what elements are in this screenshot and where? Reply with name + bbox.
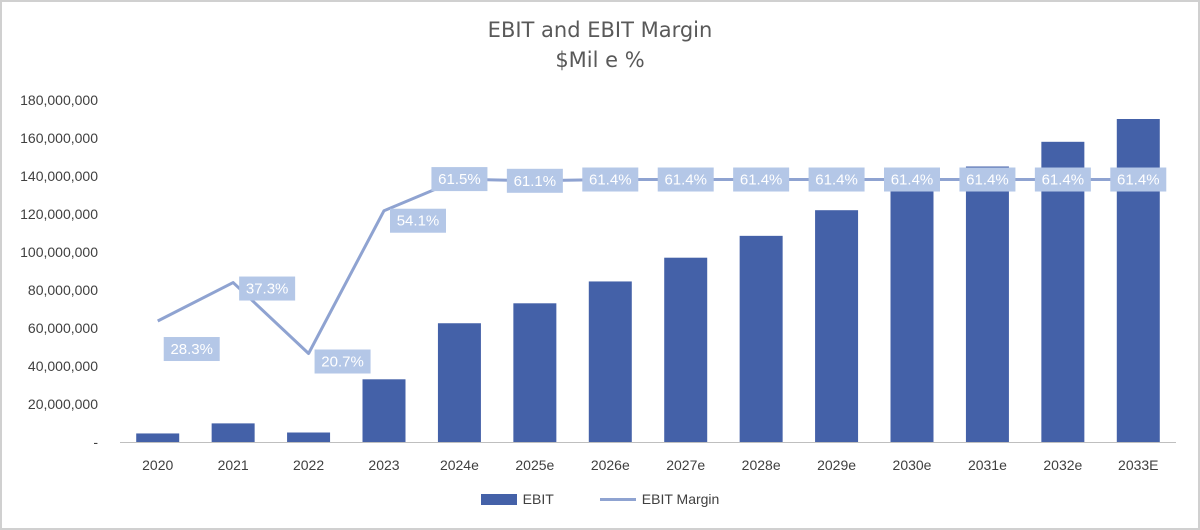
y-tick-label: 140,000,000 [20,168,98,184]
margin-label-box [733,167,790,192]
x-tick-label: 2020 [142,457,173,473]
legend-item-ebit-margin: EBIT Margin [599,491,720,507]
margin-data-label: 61.4% [664,172,707,189]
margin-label-box [657,167,714,192]
bar-ebit [815,210,859,442]
margin-data-label: 61.4% [966,172,1009,189]
legend-item-ebit: EBIT [480,491,554,507]
x-tick-label: 2021 [218,457,249,473]
y-tick-label: 80,000,000 [28,282,98,298]
margin-label-box [959,167,1016,192]
margin-data-label: 61.4% [1117,172,1160,189]
margin-label-box [239,276,296,301]
x-tick-label: 2032e [1043,457,1082,473]
bar-ebit [513,303,557,442]
x-tick-label: 2027e [666,457,705,473]
margin-data-label: 61.4% [815,172,858,189]
margin-label-box [582,167,639,192]
margin-data-label: 61.4% [891,172,934,189]
margin-data-label: 20.7% [321,354,364,371]
bar-ebit [890,189,934,442]
margin-data-label: 61.4% [589,172,632,189]
margin-data-label: 61.4% [740,172,783,189]
y-tick-label: 60,000,000 [28,320,98,336]
x-tick-label: 2024e [440,457,479,473]
bar-ebit [1041,141,1085,443]
y-tick-label: 160,000,000 [20,130,98,146]
x-tick-label: 2023 [368,457,399,473]
chart-legend: EBIT EBIT Margin [0,491,1200,507]
margin-label-box [390,208,446,233]
y-tick-label: 120,000,000 [20,206,98,222]
y-tick-label: 100,000,000 [20,244,98,260]
margin-data-label: 61.1% [514,173,557,190]
x-tick-label: 2029e [817,457,856,473]
bar-ebit [362,379,406,442]
bar-ebit [739,235,783,442]
margin-label-box [163,337,220,362]
margin-data-label: 54.1% [397,213,440,230]
margin-label-box [431,167,488,192]
x-tick-label: 2031e [968,457,1007,473]
margin-label-box [808,167,865,192]
bar-ebit [437,323,481,442]
margin-data-label: 37.3% [246,281,289,298]
margin-label-box [1034,167,1091,192]
margin-data-label: 61.4% [1042,172,1085,189]
margin-label-box [314,349,371,374]
x-tick-label: 2025e [515,457,554,473]
y-tick-label: 20,000,000 [28,396,98,412]
margin-data-label: 61.5% [438,171,481,188]
bar-ebit [1116,119,1160,442]
x-tick-label: 2028e [742,457,781,473]
x-tick-label: 2022 [293,457,324,473]
bar-ebit [287,432,331,442]
bar-ebit [211,423,255,442]
x-tick-label: 2030e [893,457,932,473]
chart-title: EBIT and EBIT Margin [487,18,713,42]
bar-ebit [136,433,180,442]
margin-label-box [1110,167,1167,192]
bar-ebit [588,281,632,442]
legend-swatch-bar [480,493,517,505]
x-tick-label: 2026e [591,457,630,473]
margin-label-box [884,167,940,192]
y-tick-label: - [93,434,98,450]
bar-ebit [965,166,1009,442]
y-tick-label: 40,000,000 [28,358,98,374]
bar-ebit [664,257,708,442]
chart-subtitle: $Mil e % [555,48,645,72]
legend-label-ebit: EBIT [522,491,554,507]
legend-swatch-line [599,497,636,501]
margin-data-label: 28.3% [170,341,213,358]
margin-label-box [506,168,563,193]
y-tick-label: 180,000,000 [20,92,98,108]
x-tick-label: 2033E [1118,457,1158,473]
legend-label-ebit-margin: EBIT Margin [641,491,720,507]
